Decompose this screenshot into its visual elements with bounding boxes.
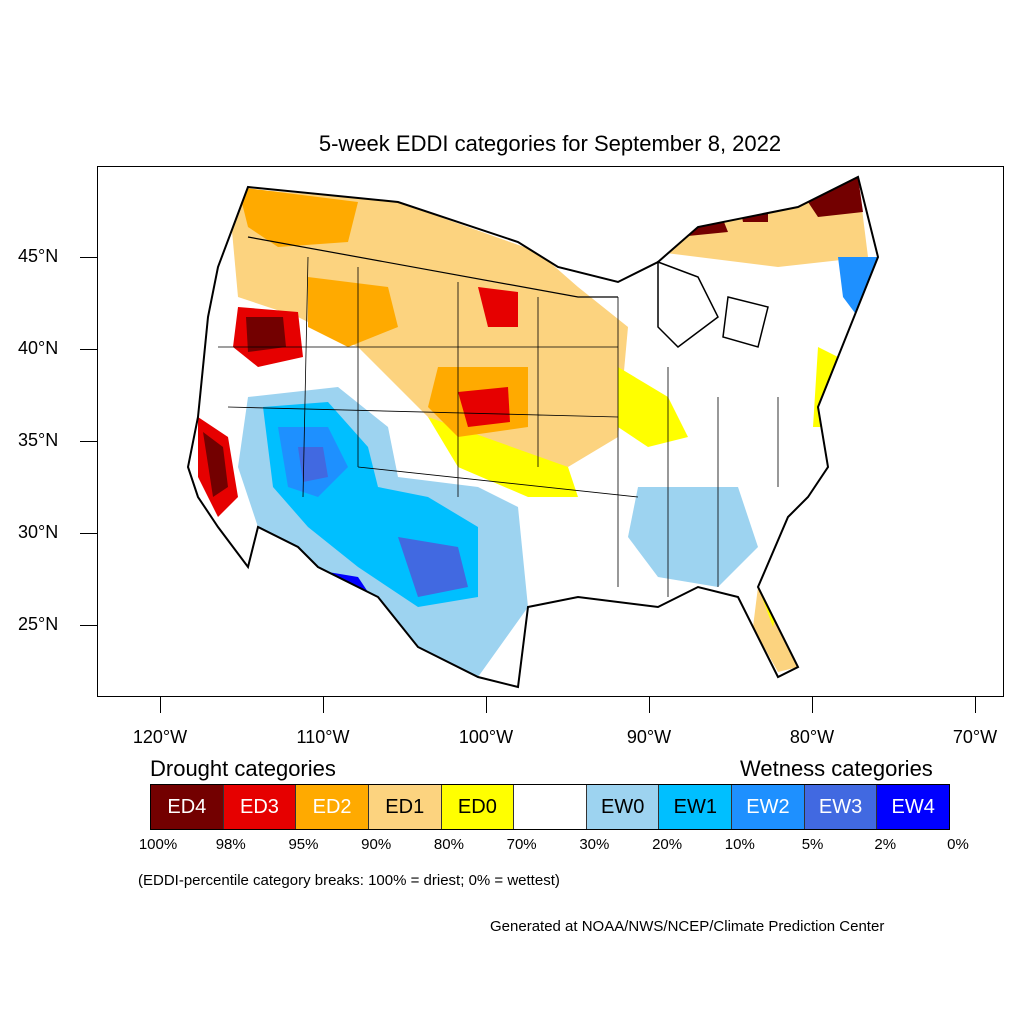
- legend-box-ew2: EW2: [732, 785, 805, 829]
- legend-box-ed2: ED2: [296, 785, 369, 829]
- lon-label-90: 90°W: [626, 727, 672, 747]
- percent-break-label: 30%: [579, 836, 610, 853]
- lon-label-70: 70°W: [952, 727, 998, 747]
- lon-tick: [975, 697, 976, 713]
- legend-box-ed1: ED1: [368, 785, 442, 829]
- percent-break-label: 2%: [874, 836, 897, 853]
- percent-break-label: 80%: [433, 836, 464, 853]
- legend-box-ew1: EW1: [659, 785, 733, 829]
- lon-tick: [812, 697, 813, 713]
- category-note: (EDDI-percentile category breaks: 100% =…: [138, 872, 560, 889]
- lon-tick: [486, 697, 487, 713]
- percent-break-label: 70%: [506, 836, 537, 853]
- lon-label-120: 120°W: [132, 727, 188, 747]
- lat-label-35: 35°N: [18, 430, 59, 450]
- percent-break-label: 10%: [724, 836, 755, 853]
- lon-tick: [649, 697, 650, 713]
- legend-box-ed0: ED0: [441, 785, 515, 829]
- lon-label-110: 110°W: [296, 727, 350, 747]
- lat-label-30: 30°N: [18, 522, 59, 542]
- map-title: 5-week EDDI categories for September 8, …: [318, 131, 782, 156]
- lon-tick: [160, 697, 161, 713]
- lat-label-25: 25°N: [18, 614, 59, 634]
- legend-box-ew4: EW4: [877, 785, 950, 829]
- percent-break-label: 20%: [652, 836, 683, 853]
- legend-box-ed3: ED3: [223, 785, 297, 829]
- lon-tick: [323, 697, 324, 713]
- lat-tick: [80, 533, 97, 534]
- lat-tick: [80, 349, 97, 350]
- legend-bar: ED4 ED3 ED2 ED1 ED0 EW0 EW1 EW2 EW3 EW4: [150, 784, 950, 830]
- lat-tick: [80, 257, 97, 258]
- lon-label-80: 80°W: [789, 727, 835, 747]
- legend-box-ed4: ED4: [151, 785, 224, 829]
- percent-break-label: 100%: [138, 836, 178, 853]
- percent-break-label: 5%: [801, 836, 824, 853]
- lat-tick: [80, 441, 97, 442]
- lat-label-40: 40°N: [18, 338, 59, 358]
- map-canvas: [186, 175, 880, 689]
- lat-tick: [80, 625, 97, 626]
- legend-box-ew3: EW3: [804, 785, 878, 829]
- legend-box-ew0: EW0: [586, 785, 660, 829]
- drought-heading: Drought categories: [150, 756, 336, 781]
- lon-label-100: 100°W: [458, 727, 514, 747]
- lat-label-45: 45°N: [18, 246, 59, 266]
- legend-box-neutral: [514, 785, 587, 829]
- percent-break-label: 95%: [288, 836, 319, 853]
- wetness-heading: Wetness categories: [740, 756, 933, 781]
- percent-break-label: 98%: [215, 836, 246, 853]
- credit-text: Generated at NOAA/NWS/NCEP/Climate Predi…: [490, 918, 885, 935]
- eddi-map: [97, 166, 1004, 697]
- percent-break-label: 90%: [361, 836, 392, 853]
- percent-break-label: 0%: [947, 836, 969, 853]
